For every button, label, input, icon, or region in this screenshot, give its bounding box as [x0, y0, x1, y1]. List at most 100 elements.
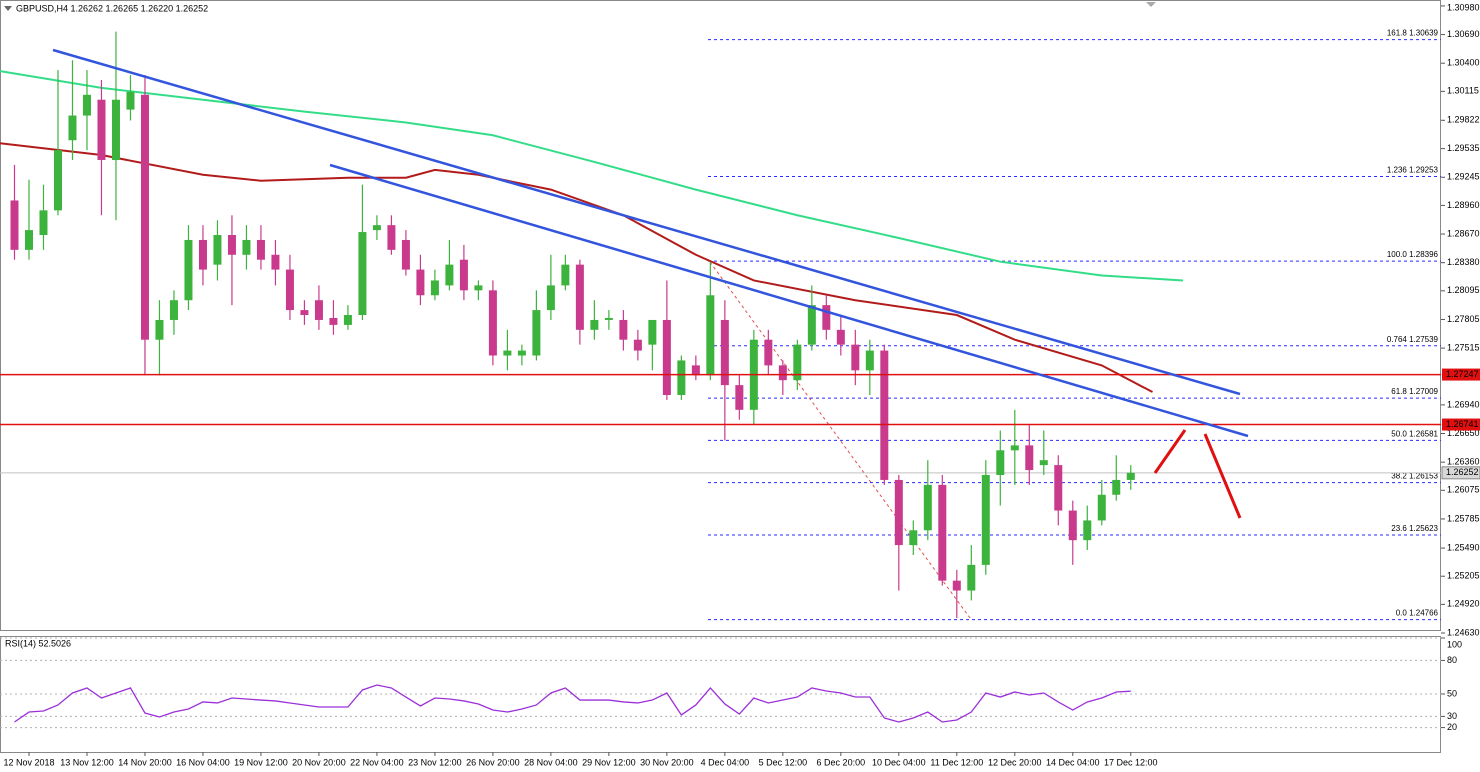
- candle-body: [865, 350, 874, 371]
- y-tick-label: 1.28670: [1447, 228, 1480, 238]
- candle-body: [778, 365, 787, 381]
- x-tick-label: 11 Dec 12:00: [930, 757, 983, 767]
- candle-body: [82, 94, 91, 116]
- candle-body: [1010, 445, 1019, 451]
- header-icon: [4, 6, 12, 11]
- x-tick-label: 13 Nov 12:00: [60, 757, 114, 767]
- y-tick-label: 1.26650: [1447, 428, 1480, 438]
- candle-body: [880, 350, 889, 480]
- candle-body: [285, 269, 294, 311]
- candle-body: [314, 300, 323, 320]
- candle-body: [648, 319, 657, 345]
- candle-body: [155, 319, 164, 340]
- candle-body: [1039, 460, 1048, 466]
- y-tick-label: 30: [1447, 711, 1457, 721]
- level-badge: [1442, 368, 1480, 381]
- candle-body: [198, 239, 207, 270]
- candle-body: [909, 530, 918, 546]
- x-tick-label: 10 Dec 04:00: [872, 757, 926, 767]
- candle-body: [97, 99, 106, 160]
- candle-body: [633, 339, 642, 351]
- x-tick-label: 12 Nov 2018: [3, 757, 54, 767]
- candle-body: [619, 319, 628, 340]
- current-price-badge: [1441, 466, 1480, 480]
- candle-body: [430, 280, 439, 296]
- y-tick-label: 1.24630: [1447, 627, 1480, 637]
- y-tick-label: 1.28960: [1447, 200, 1480, 210]
- candle-body: [227, 235, 236, 255]
- fib-label: 161.8 1.30639: [1387, 29, 1439, 38]
- candle-body: [1126, 472, 1135, 480]
- candle-body: [39, 210, 48, 236]
- projection-line: [1203, 433, 1242, 519]
- y-tick-label: 1.30690: [1447, 29, 1480, 39]
- drawings: [709, 261, 971, 619]
- candle-body: [575, 264, 584, 330]
- x-tick-label: 30 Nov 20:00: [640, 757, 694, 767]
- candle-body: [1097, 494, 1106, 521]
- candle-body: [996, 450, 1005, 475]
- x-tick-label: 28 Nov 04:00: [524, 757, 578, 767]
- candle-body: [1068, 510, 1077, 541]
- y-tick-label: 1.24920: [1447, 599, 1480, 609]
- overlay: [52, 48, 1249, 519]
- y-tick-label: 1.27515: [1447, 342, 1480, 352]
- rsi-line: [14, 684, 1131, 723]
- projection-line: [1153, 429, 1187, 474]
- candle-body: [517, 350, 526, 356]
- fib-label: 1.236 1.29253: [1387, 166, 1439, 175]
- candle-body: [677, 360, 686, 396]
- candle-body: [401, 239, 410, 270]
- candle-body: [938, 484, 947, 581]
- rsi-title: RSI(14) 52.5026: [5, 638, 71, 648]
- y-tick-label: 1.26940: [1447, 399, 1480, 409]
- candle-body: [1025, 445, 1034, 471]
- moving-average: [0, 70, 1184, 282]
- candle-body: [459, 259, 468, 291]
- candle-body: [923, 484, 932, 531]
- y-tick-label: 80: [1447, 655, 1457, 665]
- fib-label: 100.0 1.28396: [1387, 250, 1439, 259]
- y-tick-label: 20: [1447, 722, 1457, 732]
- candle-body: [53, 150, 62, 211]
- x-tick-label: 17 Dec 12:00: [1104, 757, 1158, 767]
- y-tick-label: 1.30980: [1447, 2, 1480, 12]
- candle-body: [764, 339, 773, 366]
- x-tick-label: 20 Nov 20:00: [292, 757, 346, 767]
- level-badge: [1442, 418, 1480, 431]
- candle-body: [691, 365, 700, 376]
- candle-body: [10, 200, 19, 250]
- candle-body: [488, 290, 497, 356]
- candle-body: [822, 305, 831, 330]
- y-tick-label: 1.25785: [1447, 513, 1480, 523]
- candle-body: [169, 300, 178, 320]
- candle-body: [793, 344, 802, 381]
- candle-body: [474, 285, 483, 291]
- y-tick-label: 50: [1447, 688, 1457, 698]
- candle-body: [532, 310, 541, 356]
- candle-body: [706, 295, 715, 376]
- candle-body: [271, 254, 280, 270]
- x-tick-label: 22 Nov 04:00: [350, 757, 404, 767]
- y-tick-label: 1.27805: [1447, 314, 1480, 324]
- y-tick-label: 1.28380: [1447, 257, 1480, 267]
- candle-body: [140, 94, 149, 340]
- y-tick-label: 1.30115: [1447, 86, 1479, 96]
- candle-body: [1112, 479, 1121, 495]
- candle-body: [126, 91, 135, 110]
- candle-body: [343, 315, 352, 325]
- candle-body: [1054, 465, 1063, 511]
- candle-body: [503, 350, 512, 356]
- fib-label: 38.2 1.26153: [1391, 472, 1438, 481]
- x-tick-label: 16 Nov 04:00: [176, 757, 230, 767]
- fib-label: 61.8 1.27009: [1391, 387, 1438, 396]
- candle-body: [68, 115, 77, 141]
- x-tick-label: 6 Dec 20:00: [817, 757, 866, 767]
- x-tick-label: 5 Dec 12:00: [759, 757, 808, 767]
- price-pane: [0, 0, 1441, 631]
- fib-label: 50.0 1.26581: [1391, 429, 1438, 438]
- level-label: 1.27247: [1446, 369, 1479, 379]
